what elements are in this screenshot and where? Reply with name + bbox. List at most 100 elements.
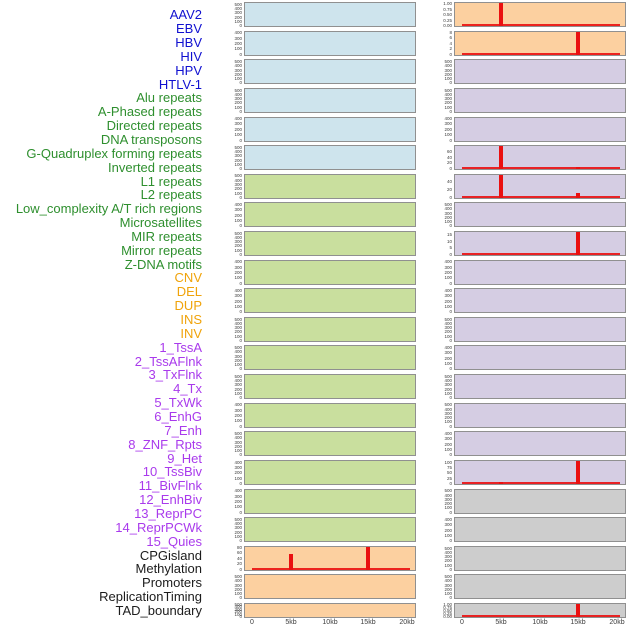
y-tick-label: 100 (444, 562, 452, 568)
row-label-directed-repeats: Directed repeats (106, 118, 202, 133)
y-tick-label: 400 (234, 321, 242, 327)
signal-spike-5kb (288, 554, 293, 570)
y-tick-label: 60 (446, 149, 452, 155)
panel-htlv-1 (244, 145, 416, 171)
y-tick-label: 400 (444, 92, 452, 98)
y-tick-label: 500 (234, 345, 242, 351)
row-label-promoters: Promoters (142, 575, 202, 591)
panel-6-enhg (454, 202, 626, 228)
y-tick-label: 100 (444, 591, 452, 597)
y-tick-label: 100 (234, 46, 242, 52)
signal-spike-15kb (576, 604, 581, 617)
row-label-z-dna-motifs: Z-DNA motifs (124, 256, 202, 272)
signal-baseline (462, 253, 620, 255)
y-tick-label: 200 (234, 386, 242, 392)
row-label-g-quadruplex-forming-repeats: G-Quadruplex forming repeats (26, 145, 202, 161)
y-tick-label: 0.50 (443, 12, 452, 18)
signal-spike-5kb (498, 174, 503, 198)
y-tick-label: 300 (234, 182, 242, 188)
y-tick-label: 400 (444, 288, 452, 294)
y-tick-label: 0 (239, 509, 242, 515)
y-tick-label: 0 (239, 223, 242, 229)
y-tick-label: 1.00 (443, 1, 452, 7)
y-tick-label: 500 (234, 574, 242, 580)
y-tick-label: 0 (239, 23, 242, 29)
y-tick-label: 300 (234, 493, 242, 499)
x-tick-label: 20kb (609, 618, 625, 626)
y-tick-label: 300 (444, 522, 452, 528)
y-tick-label: 100 (234, 534, 242, 540)
panel-dup (244, 603, 416, 618)
signal-spike-5kb (498, 3, 503, 26)
y-tick-label: 200 (444, 298, 452, 304)
y-tick-label: 300 (234, 607, 242, 613)
y-tick-label: 8 (449, 29, 452, 35)
row-label-15-quies: 15_Quies (146, 533, 202, 549)
row-label-htlv-1: HTLV-1 (158, 76, 202, 92)
y-tick-label: 300 (234, 207, 242, 213)
y-tick-label: 25 (446, 475, 452, 481)
panel-low-complexity-a-t-rich-regions (244, 402, 416, 428)
y-tick-label: 40 (446, 179, 452, 185)
y-tick-label: 500 (444, 402, 452, 408)
y-tick-label: 200 (444, 386, 452, 392)
y-tick-label: 0.25 (443, 611, 452, 617)
y-tick-label: 200 (444, 71, 452, 77)
y-tick-label: 200 (234, 587, 242, 593)
y-tick-label: 0 (449, 395, 452, 401)
panel-inv (454, 30, 626, 56)
y-tick-label: 300 (444, 411, 452, 417)
y-tick-label: 400 (444, 378, 452, 384)
panel-mir-repeats (244, 459, 416, 485)
y-tick-label: 0 (239, 252, 242, 258)
y-tick-label: 0.75 (443, 6, 452, 12)
row-label-hpv: HPV (175, 62, 202, 78)
signal-baseline (462, 481, 620, 484)
y-tick-label: 0 (449, 338, 452, 344)
panel-11-bivflnk (454, 345, 626, 371)
panel-inverted-repeats (244, 316, 416, 342)
panel-8-znf-rpts (454, 259, 626, 285)
y-tick-label: 4 (449, 40, 452, 46)
x-tick-label: 0 (460, 618, 464, 626)
y-tick-label: 400 (444, 492, 452, 498)
y-tick-label: 0 (239, 366, 242, 372)
y-tick-label: 300 (444, 350, 452, 356)
y-tick-label: 0 (449, 509, 452, 515)
row-label-mir-repeats: MIR repeats (131, 228, 202, 244)
panel-dna-transposons (244, 259, 416, 285)
y-tick-label: 400 (234, 578, 242, 584)
y-tick-label: 100 (444, 505, 452, 511)
y-tick-label: 400 (234, 177, 242, 183)
y-tick-label: 500 (444, 374, 452, 380)
y-tick-label: 200 (234, 14, 242, 20)
row-label-aav2: AAV2 (169, 7, 202, 23)
y-tick-label: 500 (234, 2, 242, 7)
y-tick-label: 100 (444, 447, 452, 453)
y-tick-label: 500 (234, 517, 242, 523)
x-tick-label: 10kb (321, 618, 338, 626)
y-tick-label: 5 (449, 245, 452, 251)
y-tick-label: 100 (234, 475, 242, 481)
y-tick-label: 500 (234, 431, 242, 437)
y-tick-label: 0.00 (443, 23, 452, 29)
y-tick-label: 0 (239, 538, 242, 544)
y-tick-label: 200 (234, 499, 242, 505)
panel-cnv (244, 545, 416, 571)
y-tick-label: 200 (444, 127, 452, 133)
y-tick-label: 500 (234, 316, 242, 322)
y-tick-label: 400 (444, 63, 452, 69)
y-tick-label: 80 (236, 545, 242, 551)
signal-spike-15kb (576, 232, 581, 255)
panel-1-tssa (454, 59, 626, 85)
y-tick-label: 300 (444, 121, 452, 127)
signal-spike-15kb (576, 192, 581, 198)
y-tick-label: 0 (449, 109, 452, 115)
y-tick-label: 0 (239, 109, 242, 115)
y-tick-label: 75 (446, 465, 452, 471)
row-label-cpgisland: CPGisland (139, 547, 202, 563)
row-label-inverted-repeats: Inverted repeats (108, 159, 202, 175)
y-tick-label: 2 (449, 46, 452, 52)
y-tick-label: 200 (234, 270, 242, 276)
